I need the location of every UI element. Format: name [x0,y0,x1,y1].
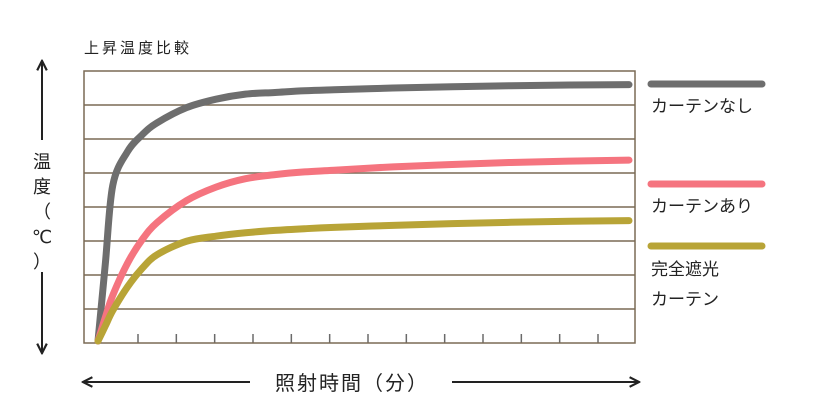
legend-label-2: カーテンあり [651,197,753,217]
y-axis-label-char: ） [33,252,51,273]
legend-label-3: カーテン [651,290,719,310]
y-axis-label-char: ℃ [32,227,52,248]
legend-label-3: 完全遮光 [651,260,719,280]
y-axis-label: 温度 （ ℃ ） [32,62,52,352]
series-lines [94,81,633,345]
series-line-1 [94,81,633,345]
plot-frame [83,70,636,344]
legend-label-1: カーテンなし [651,97,753,117]
series-line-2 [94,156,633,345]
series-line-3 [94,217,633,345]
grid-lines [84,104,635,310]
x-ticks [137,334,599,343]
chart-title: 上昇温度比較 [84,39,192,57]
y-axis-label-char: 温 [33,152,51,173]
y-axis-label-char: （ [33,202,51,223]
x-axis-label: 照射時間（分） [84,371,638,395]
y-axis-label-text: 温度 （ ℃ ） [32,152,52,273]
x-axis-title: 照射時間（分） [275,371,429,395]
y-axis-label-char: 度 [33,177,51,198]
